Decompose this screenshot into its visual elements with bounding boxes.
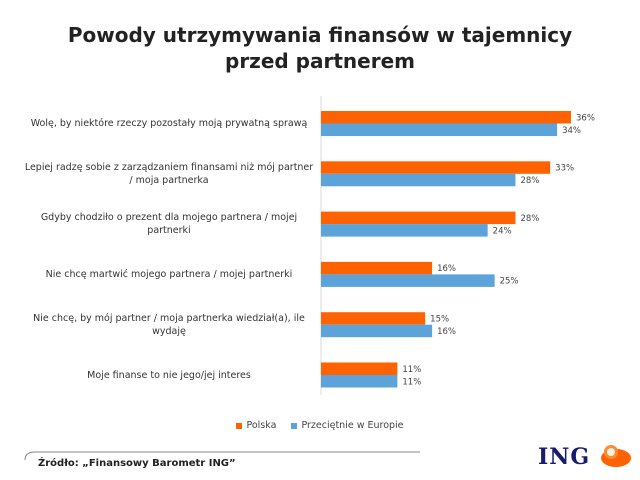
- data-label: 11%: [402, 377, 421, 387]
- category-label: Gdyby chodziło o prezent dla mojego part…: [40, 212, 298, 237]
- data-label: 33%: [555, 164, 574, 174]
- bar-europe: [321, 224, 488, 237]
- bar-polska: [321, 362, 398, 375]
- data-label: 28%: [520, 176, 539, 186]
- bar-polska: [321, 161, 551, 174]
- bar-europe: [321, 274, 495, 287]
- legend-item-polska: Polska: [236, 420, 276, 431]
- data-label: 25%: [500, 277, 519, 287]
- chart-title: Powody utrzymywania finansów w tajemnicy…: [67, 23, 573, 73]
- category-label: Lepiej radzę sobie z zarządzaniem finans…: [24, 161, 314, 186]
- category-label: Nie chcę, by mój partner / moja partnerk…: [33, 312, 305, 337]
- bar-polska: [321, 312, 426, 325]
- data-label: 36%: [576, 113, 595, 123]
- data-label: 34%: [562, 126, 581, 136]
- bar-europe: [321, 123, 558, 136]
- data-label: 24%: [493, 226, 512, 236]
- bar-europe: [321, 375, 398, 388]
- category-label: Nie chcę martwić mojego partnera / mojej…: [45, 268, 293, 280]
- bar-polska: [321, 111, 571, 124]
- data-label: 28%: [520, 214, 539, 224]
- legend-swatch: [236, 422, 243, 429]
- source-note: Źródło: „Finansowy Barometr ING”: [38, 458, 236, 469]
- data-label: 16%: [437, 327, 456, 337]
- data-label: 11%: [402, 365, 421, 375]
- bar-polska: [321, 211, 516, 225]
- legend: Polska Przeciętnie w Europie: [0, 420, 640, 431]
- data-label: 16%: [437, 264, 456, 274]
- ing-logo: ING: [538, 442, 633, 470]
- legend-label: Przeciętnie w Europie: [301, 420, 404, 431]
- bar-polska: [321, 261, 433, 275]
- legend-swatch: [291, 422, 298, 429]
- bar-europe: [321, 324, 433, 338]
- lion-icon: [600, 445, 631, 467]
- bar-europe: [321, 173, 516, 187]
- category-label: Moje finanse to nie jego/jej interes: [87, 369, 251, 381]
- legend-item-europe: Przeciętnie w Europie: [291, 420, 404, 431]
- data-label: 15%: [430, 314, 449, 324]
- legend-label: Polska: [246, 420, 277, 431]
- category-label: Wolę, by niektóre rzeczy pozostały moją …: [30, 118, 308, 129]
